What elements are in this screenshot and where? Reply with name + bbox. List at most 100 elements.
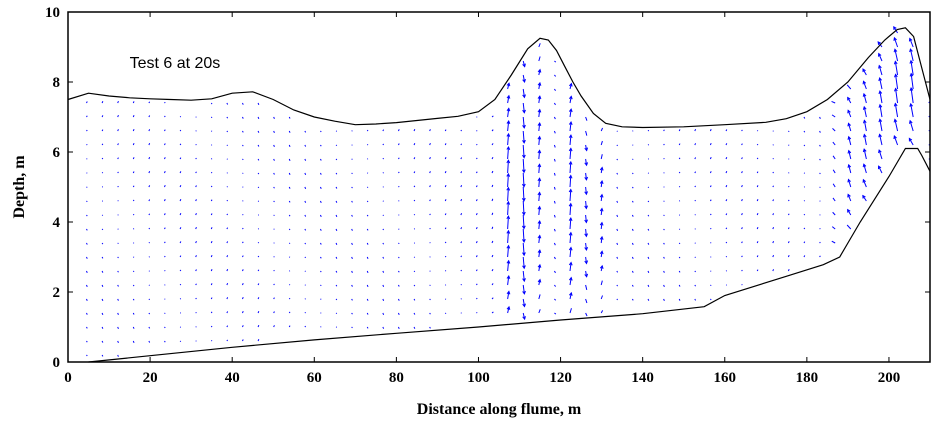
velocity-vector (831, 240, 836, 244)
velocity-vector (631, 270, 634, 273)
velocity-vector (179, 171, 182, 174)
velocity-vector (429, 213, 431, 216)
velocity-vector (569, 96, 572, 104)
velocity-vector (335, 214, 338, 217)
velocity-vector (148, 156, 151, 160)
velocity-arrowhead (522, 109, 526, 114)
velocity-vector (320, 270, 322, 273)
velocity-vector (444, 185, 447, 188)
velocity-vector (179, 241, 182, 244)
velocity-arrowhead (537, 177, 542, 182)
velocity-arrowhead (568, 231, 573, 236)
velocity-vector (398, 157, 400, 160)
velocity-vector (257, 269, 260, 272)
velocity-vector (507, 133, 510, 146)
velocity-vector (862, 195, 867, 202)
velocity-vector (304, 186, 307, 189)
velocity-vector (273, 297, 275, 300)
velocity-vector (304, 228, 307, 231)
velocity-vector (553, 200, 556, 204)
velocity-arrowhead (506, 244, 511, 249)
velocity-vector (803, 130, 806, 133)
velocity-vector (429, 199, 431, 202)
velocity-vector (663, 129, 665, 132)
velocity-arrowhead (878, 133, 882, 138)
velocity-vector (585, 242, 587, 251)
velocity-vector (351, 186, 353, 189)
velocity-vector (678, 256, 681, 259)
velocity-arrowhead (847, 122, 851, 127)
velocity-vector (226, 102, 229, 105)
velocity-arrowhead (862, 148, 867, 153)
velocity-vector (819, 130, 821, 133)
velocity-vector (226, 213, 229, 216)
velocity-vector (320, 242, 322, 245)
velocity-vector (460, 227, 463, 230)
velocity-vector (863, 93, 867, 104)
velocity-arrowhead (847, 109, 851, 114)
velocity-vector (195, 311, 197, 314)
velocity-vector (86, 354, 88, 357)
velocity-vector (241, 283, 244, 286)
velocity-arrowhead (584, 191, 589, 196)
velocity-vector (164, 312, 166, 314)
velocity-vector (210, 325, 213, 328)
velocity-arrowhead (584, 233, 589, 238)
velocity-vector (319, 228, 322, 231)
velocity-vector (226, 144, 228, 146)
velocity-vector (710, 227, 712, 230)
velocity-vector (647, 228, 650, 231)
velocity-vector (257, 324, 260, 328)
velocity-vector (725, 129, 728, 132)
velocity-vector (848, 123, 852, 132)
velocity-arrowhead (893, 25, 897, 30)
velocity-vector (288, 116, 291, 119)
velocity-vector (117, 101, 119, 104)
velocity-vector (491, 283, 494, 286)
velocity-vector (709, 199, 712, 202)
velocity-arrowhead (506, 229, 511, 234)
velocity-vector (491, 129, 494, 132)
velocity-arrowhead (568, 82, 573, 87)
velocity-vector (226, 255, 229, 258)
velocity-arrowhead (568, 188, 573, 193)
velocity-arrowhead (506, 94, 511, 99)
velocity-vector (832, 169, 836, 174)
velocity-vector (413, 284, 416, 287)
velocity-vector (460, 185, 463, 188)
velocity-vector (366, 326, 369, 329)
velocity-arrowhead (862, 133, 867, 138)
velocity-vector (741, 143, 743, 146)
velocity-vector (725, 170, 728, 174)
velocity-vector (522, 298, 526, 307)
velocity-vector (522, 256, 525, 269)
velocity-vector (647, 256, 650, 259)
velocity-vector (382, 326, 385, 329)
x-tick-label: 200 (878, 370, 901, 386)
velocity-arrowhead (568, 174, 573, 179)
velocity-arrowhead (599, 221, 604, 226)
velocity-vector (195, 226, 197, 230)
velocity-vector (164, 129, 166, 132)
velocity-arrowhead (537, 68, 542, 73)
velocity-vector (101, 256, 104, 259)
velocity-vector (86, 298, 88, 301)
velocity-vector (351, 242, 353, 245)
velocity-vector (132, 128, 135, 132)
y-tick-label: 6 (53, 145, 61, 161)
velocity-vector (164, 157, 166, 160)
velocity-vector (553, 172, 556, 176)
velocity-vector (429, 129, 431, 132)
velocity-vector (148, 129, 151, 132)
velocity-arrowhead (894, 87, 898, 92)
velocity-vector (585, 214, 587, 223)
velocity-vector (429, 185, 431, 188)
velocity-vector (429, 171, 431, 174)
velocity-vector (756, 143, 759, 146)
velocity-vector (631, 228, 634, 231)
velocity-vector (210, 340, 213, 342)
velocity-vector (725, 185, 728, 188)
velocity-vector (444, 199, 447, 202)
velocity-vector (444, 255, 447, 258)
velocity-vector (585, 200, 587, 209)
